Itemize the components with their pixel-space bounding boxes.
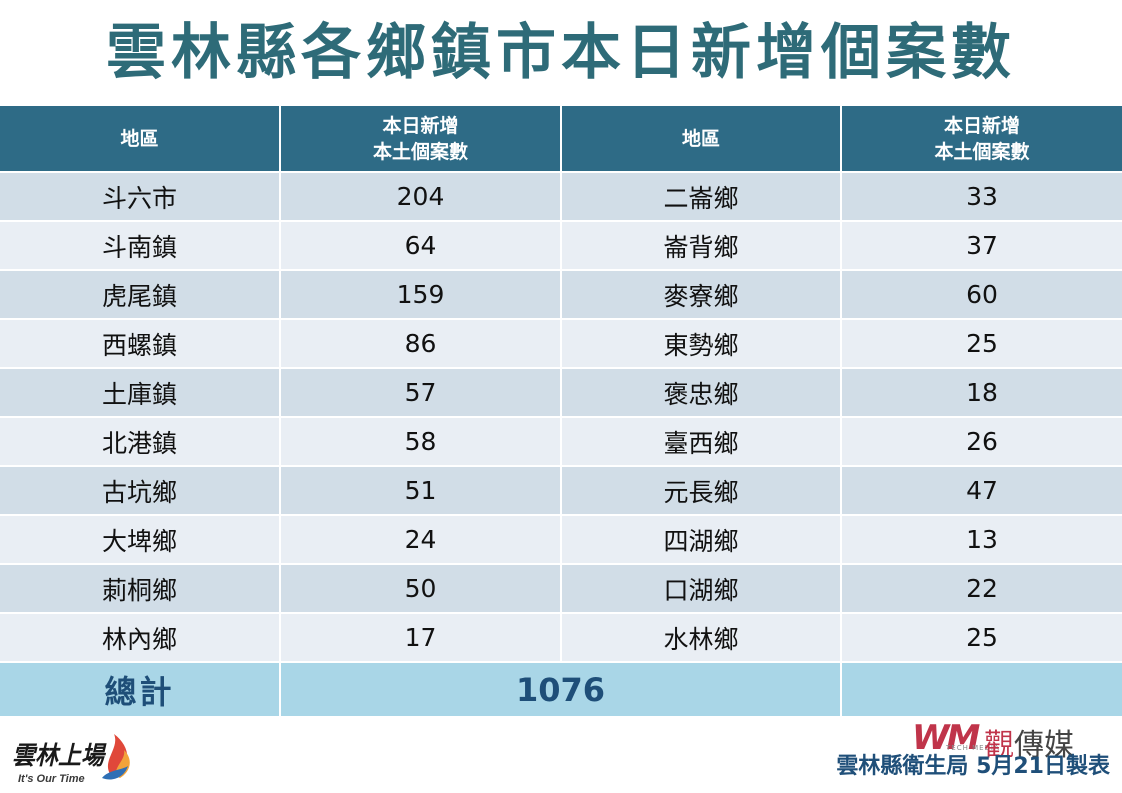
total-row: 總計 1076 xyxy=(0,662,1122,718)
total-label: 總計 xyxy=(0,662,281,718)
count-cell: 37 xyxy=(841,221,1122,271)
region-cell: 二崙鄉 xyxy=(561,172,842,222)
count-cell: 33 xyxy=(841,172,1122,222)
page-title: 雲林縣各鄉鎮市本日新增個案數 xyxy=(106,18,1016,88)
count-cell: 22 xyxy=(841,564,1122,614)
region-cell: 大埤鄉 xyxy=(0,515,281,565)
region-cell: 北港鎮 xyxy=(0,417,281,467)
brand-name-first: 觀 xyxy=(984,728,1014,763)
brand-mark-sub: TECH MEDIA xyxy=(946,744,1000,752)
count-cell: 18 xyxy=(841,368,1122,418)
total-empty-cell xyxy=(841,662,1122,718)
table-row: 斗南鎮 64 崙背鄉 37 xyxy=(0,221,1122,271)
region-cell: 東勢鄉 xyxy=(561,319,842,369)
count-cell: 13 xyxy=(841,515,1122,565)
count-cell: 159 xyxy=(280,270,562,320)
count-cell: 24 xyxy=(280,515,562,565)
region-cell: 土庫鎮 xyxy=(0,368,281,418)
region-cell: 斗南鎮 xyxy=(0,221,281,271)
header-region: 地區 xyxy=(561,106,842,173)
yunlin-logo: 雲林上場 It's Our Time xyxy=(12,734,130,785)
table-row: 斗六市 204 二崙鄉 33 xyxy=(0,172,1122,222)
total-value: 1076 xyxy=(280,662,842,718)
count-cell: 58 xyxy=(280,417,562,467)
brand-name-rest: 傳媒 xyxy=(1014,728,1074,763)
table-header-row: 地區 本日新增 本土個案數 地區 本日新增 本土個案數 xyxy=(0,106,1122,173)
header-cases-line2: 本土個案數 xyxy=(934,140,1030,163)
table-row: 虎尾鎮 159 麥寮鄉 60 xyxy=(0,270,1122,320)
count-cell: 50 xyxy=(280,564,562,614)
count-cell: 204 xyxy=(280,172,562,222)
region-cell: 元長鄉 xyxy=(561,466,842,516)
region-cell: 麥寮鄉 xyxy=(561,270,842,320)
brand-mark: WM xyxy=(912,718,980,758)
region-cell: 古坑鄉 xyxy=(0,466,281,516)
region-cell: 林內鄉 xyxy=(0,613,281,663)
header-cases-line1: 本日新增 xyxy=(382,114,459,137)
region-cell: 四湖鄉 xyxy=(561,515,842,565)
table-row: 莿桐鄉 50 口湖鄉 22 xyxy=(0,564,1122,614)
footer-note: 雲林縣衛生局 5月21日製表 xyxy=(836,754,1110,779)
table-row: 大埤鄉 24 四湖鄉 13 xyxy=(0,515,1122,565)
table-row: 西螺鎮 86 東勢鄉 25 xyxy=(0,319,1122,369)
count-cell: 25 xyxy=(841,319,1122,369)
table-row: 古坑鄉 51 元長鄉 47 xyxy=(0,466,1122,516)
region-cell: 虎尾鎮 xyxy=(0,270,281,320)
region-cell: 西螺鎮 xyxy=(0,319,281,369)
region-cell: 褒忠鄉 xyxy=(561,368,842,418)
region-cell: 崙背鄉 xyxy=(561,221,842,271)
count-cell: 60 xyxy=(841,270,1122,320)
region-cell: 莿桐鄉 xyxy=(0,564,281,614)
media-brand: WM TECH MEDIA 觀傳媒 xyxy=(912,718,1112,763)
count-cell: 51 xyxy=(280,466,562,516)
region-cell: 口湖鄉 xyxy=(561,564,842,614)
header-region: 地區 xyxy=(0,106,281,173)
count-cell: 57 xyxy=(280,368,562,418)
count-cell: 17 xyxy=(280,613,562,663)
logo-slogan: It's Our Time xyxy=(18,773,85,785)
cases-table: 地區 本日新增 本土個案數 地區 本日新增 本土個案數 斗六市 204 二崙鄉 … xyxy=(0,106,1122,718)
header-cases-line1: 本日新增 xyxy=(943,114,1020,137)
brand-name: 觀傳媒 xyxy=(984,720,1074,764)
table-row: 林內鄉 17 水林鄉 25 xyxy=(0,613,1122,663)
count-cell: 47 xyxy=(841,466,1122,516)
header-cases: 本日新增 本土個案數 xyxy=(841,106,1122,173)
header-cases: 本日新增 本土個案數 xyxy=(280,106,562,173)
count-cell: 25 xyxy=(841,613,1122,663)
table-row: 土庫鎮 57 褒忠鄉 18 xyxy=(0,368,1122,418)
region-cell: 水林鄉 xyxy=(561,613,842,663)
count-cell: 64 xyxy=(280,221,562,271)
table-row: 北港鎮 58 臺西鄉 26 xyxy=(0,417,1122,467)
region-cell: 斗六市 xyxy=(0,172,281,222)
region-cell: 臺西鄉 xyxy=(561,417,842,467)
count-cell: 26 xyxy=(841,417,1122,467)
header-cases-line2: 本土個案數 xyxy=(372,140,468,163)
count-cell: 86 xyxy=(280,319,562,369)
logo-wordmark: 雲林上場 xyxy=(12,741,107,770)
